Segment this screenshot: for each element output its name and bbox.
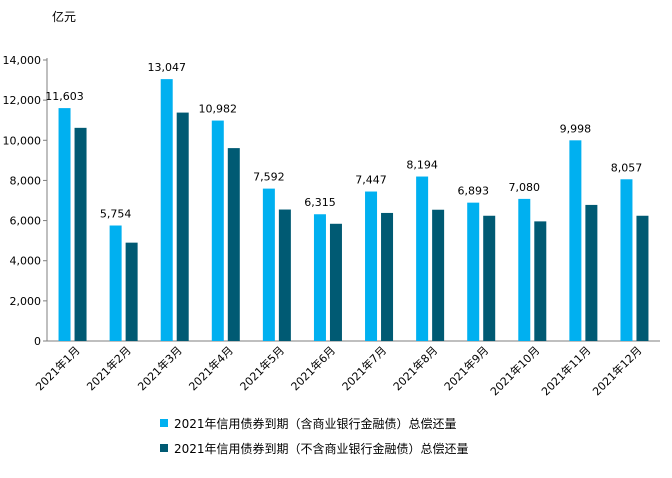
- data-labels: 11,603 5,754 13,047 10,982 7,592 6,315 7,447 8,…: [45, 61, 642, 220]
- y-tick-label: 2,000: [10, 295, 42, 308]
- y-tick-label: 12,000: [3, 94, 42, 107]
- data-label: 7,080: [509, 181, 541, 194]
- legend: 2021年信用债券到期（含商业银行金融债）总偿还量 2021年信用债券到期（不含…: [160, 412, 469, 462]
- x-tick-label: 2021年12月: [589, 343, 644, 398]
- y-tick-label: 4,000: [10, 255, 42, 268]
- x-tick-label: 2021年11月: [538, 343, 593, 398]
- y-tick-label: 8,000: [10, 174, 42, 187]
- x-tick-label: 2021年7月: [339, 343, 389, 393]
- data-label: 8,057: [611, 161, 643, 174]
- x-axis-ticks: 2021年1月 2021年2月 2021年3月 2021年4月 2021年5月 2021年…: [32, 343, 644, 398]
- bar-series-2: [534, 221, 547, 341]
- bar-series-1: [620, 179, 633, 341]
- bar-series-1: [569, 140, 582, 341]
- x-tick-label: 2021年5月: [237, 343, 287, 393]
- x-tick-label: 2021年2月: [84, 343, 134, 393]
- bars: [58, 79, 649, 342]
- data-label: 13,047: [147, 61, 186, 74]
- y-axis-ticks: 0 2,000 4,000 6,000 8,000 10,000 12,000 14,000: [3, 54, 47, 348]
- bar-series-1: [416, 176, 429, 341]
- x-tick-label: 2021年6月: [288, 343, 338, 393]
- y-tick-label: 14,000: [3, 54, 42, 67]
- data-label: 11,603: [45, 90, 84, 103]
- bar-series-1: [109, 225, 122, 341]
- legend-item-2: 2021年信用债券到期（不含商业银行金融债）总偿还量: [160, 437, 469, 459]
- bar-series-2: [227, 148, 240, 341]
- bar-series-1: [518, 198, 531, 341]
- y-tick-label: 6,000: [10, 215, 42, 228]
- legend-label-2: 2021年信用债券到期（不含商业银行金融债）总偿还量: [174, 441, 469, 456]
- bar-series-2: [585, 204, 598, 341]
- bar-series-2: [125, 242, 138, 341]
- bar-series-1: [160, 79, 173, 341]
- x-tick-label: 2021年9月: [441, 343, 491, 393]
- bar-series-2: [381, 212, 394, 341]
- data-label: 7,592: [253, 171, 285, 184]
- bar-series-1: [365, 191, 378, 341]
- y-tick-label: 10,000: [3, 134, 42, 147]
- bar-series-1: [262, 188, 275, 341]
- data-label: 8,194: [406, 159, 438, 172]
- data-label: 6,315: [304, 196, 336, 209]
- bar-series-2: [278, 209, 291, 341]
- bar-series-2: [329, 223, 342, 341]
- x-tick-label: 2021年8月: [390, 343, 440, 393]
- bar-series-1: [467, 202, 480, 341]
- bar-series-2: [432, 209, 445, 341]
- data-label: 6,893: [457, 185, 489, 198]
- y-axis-unit: 亿元: [52, 9, 76, 24]
- data-label: 9,998: [560, 122, 592, 135]
- bar-series-2: [176, 112, 189, 341]
- data-label: 5,754: [100, 208, 132, 221]
- y-tick-label: 0: [34, 335, 41, 348]
- bar-series-1: [313, 214, 326, 341]
- x-tick-label: 2021年1月: [32, 343, 82, 393]
- legend-label-1: 2021年信用债券到期（含商业银行金融债）总偿还量: [174, 416, 457, 431]
- x-tick-label: 2021年3月: [135, 343, 185, 393]
- data-label: 10,982: [199, 103, 238, 116]
- bar-series-2: [74, 127, 87, 341]
- legend-item-1: 2021年信用债券到期（含商业银行金融债）总偿还量: [160, 412, 469, 434]
- legend-swatch-1: [160, 419, 168, 427]
- bar-series-2: [636, 215, 649, 341]
- bar-series-1: [211, 120, 224, 342]
- bar-series-2: [483, 215, 496, 341]
- x-tick-label: 2021年4月: [186, 343, 236, 393]
- data-label: 7,447: [355, 174, 387, 187]
- bar-series-1: [58, 108, 71, 342]
- x-tick-label: 2021年10月: [487, 343, 542, 398]
- legend-swatch-2: [160, 444, 168, 452]
